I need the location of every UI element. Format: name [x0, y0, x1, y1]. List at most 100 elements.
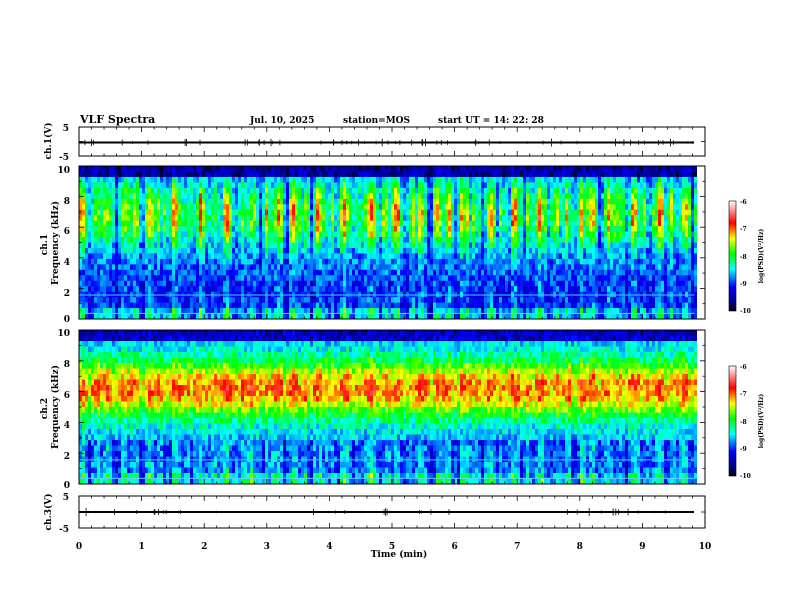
ch1-spectrogram-cell	[196, 313, 199, 320]
ch1-spectrogram-cell	[151, 187, 154, 194]
ch1-spectrogram-cell	[439, 297, 442, 303]
ch1-spectrogram-cell	[565, 275, 568, 282]
ch1-spectrogram-cell	[352, 264, 355, 271]
ch1-spectrogram-cell	[283, 269, 286, 276]
ch1-spectrogram-cell	[469, 231, 472, 238]
ch1-spectrogram-cell	[595, 187, 598, 194]
ch1-spectrogram-cell	[358, 231, 361, 238]
ch1-spectrogram-cell	[379, 226, 382, 232]
ch1-spectrogram-cell	[196, 253, 199, 260]
ch1-spectrogram-cell	[535, 193, 538, 200]
ch1-spectrogram-cell	[409, 269, 412, 276]
ch1-spectrogram-cell	[541, 215, 544, 221]
ch1-spectrogram-cell	[148, 220, 151, 227]
ch1-spectrogram-cell	[391, 198, 394, 205]
ch1-spectrogram-cell	[217, 209, 220, 216]
ch1-spectrogram-cell	[325, 171, 328, 178]
ch1-spectrogram-cell	[382, 313, 385, 320]
ch1-spectrogram-cell	[532, 275, 535, 282]
ch1-spectrogram-cell	[544, 171, 547, 178]
ch1-spectrogram-cell	[478, 280, 481, 287]
ch1-spectrogram-cell	[88, 269, 91, 276]
ch1-spectrogram-cell	[262, 166, 265, 172]
ch1-spectrogram-cell	[232, 171, 235, 178]
ch1-spectrogram-cell	[388, 171, 391, 178]
ch1-spectrogram-cell	[481, 253, 484, 260]
ch1-spectrogram-cell	[361, 231, 364, 238]
ch1-spectrogram-cell	[124, 171, 127, 178]
ch1-spectrogram-cell	[247, 187, 250, 194]
ch1-spectrogram-cell	[409, 302, 412, 309]
ch1-spectrogram-cell	[280, 253, 283, 260]
ch1-spectrogram-cell	[280, 269, 283, 276]
ch1-spectrogram-cell	[466, 187, 469, 194]
ch1-spectrogram-cell	[298, 253, 301, 260]
ch1-spectrogram-cell	[97, 297, 100, 303]
ch1-spectrogram-cell	[373, 275, 376, 282]
ch1-spectrogram-cell	[169, 176, 172, 183]
ch1-spectrogram-cell	[175, 226, 178, 232]
ch1-spectrogram-cell	[184, 237, 187, 243]
ch1-spectrogram-cell	[556, 166, 559, 172]
ch1-spectrogram-cell	[247, 209, 250, 216]
ch1-spectrogram-cell	[241, 258, 244, 265]
ch1-spectrogram-cell	[115, 176, 118, 183]
ch1-spectrogram-cell	[586, 226, 589, 232]
ch1-spectrogram-cell	[604, 220, 607, 227]
ch1-spectrogram-cell	[373, 220, 376, 227]
ch1-spectrogram-cell	[166, 286, 169, 292]
ch1-spectrogram-cell	[469, 215, 472, 221]
ch1-spectrogram-cell	[229, 198, 232, 205]
ch1-spectrogram-cell	[367, 247, 370, 254]
ch1-spectrogram-cell	[490, 286, 493, 292]
ch1-spectrogram-cell	[334, 193, 337, 200]
ch1-spectrogram-cell	[541, 242, 544, 249]
ch1-spectrogram-cell	[268, 313, 271, 320]
ch1-spectrogram-cell	[283, 187, 286, 194]
ch1-spectrogram-cell	[340, 264, 343, 271]
ch1-spectrogram-cell	[382, 237, 385, 243]
ch1-spectrogram-cell	[301, 226, 304, 232]
ch1-spectrogram-cell	[343, 308, 346, 314]
ch1-spectrogram-cell	[523, 308, 526, 314]
ch1-spectrogram-cell	[298, 280, 301, 287]
ch1-spectrogram-cell	[244, 198, 247, 205]
ch1-spectrogram-cell	[454, 297, 457, 303]
ch1-spectrogram-cell	[118, 231, 121, 238]
ch1-spectrogram-cell	[79, 247, 82, 254]
ch1-spectrogram-cell	[562, 198, 565, 205]
ch1-spectrogram-cell	[103, 258, 106, 265]
ch1-spectrogram-cell	[211, 275, 214, 282]
ch1-spectrogram-cell	[565, 269, 568, 276]
ch1-spectrogram-cell	[118, 264, 121, 271]
ch1-spectrogram-cell	[526, 176, 529, 183]
ch1-spectrogram-cell	[232, 204, 235, 211]
ch1-spectrogram-cell	[559, 204, 562, 211]
ch1-spectrogram-cell	[397, 220, 400, 227]
ch1-spectrogram-cell	[322, 286, 325, 292]
ch1-spectrogram-cell	[502, 226, 505, 232]
ch1-spectrogram-cell	[232, 193, 235, 200]
ch1-spectrogram-cell	[544, 275, 547, 282]
ch1-spectrogram-cell	[406, 226, 409, 232]
ch1-spectrogram-cell	[247, 231, 250, 238]
ch1-spectrogram-cell	[349, 182, 352, 189]
ch1-spectrogram-cell	[499, 269, 502, 276]
ch1-spectrogram-cell	[121, 220, 124, 227]
ch1-spectrogram-cell	[460, 220, 463, 227]
ch1-spectrogram-cell	[199, 182, 202, 189]
ch1-spectrogram-cell	[493, 231, 496, 238]
ch1-spectrogram-cell	[298, 302, 301, 309]
ch1-spectrogram-cell	[124, 166, 127, 172]
ch1-spectrogram-cell	[457, 187, 460, 194]
ch1-spectrogram-cell	[154, 253, 157, 260]
ch1-spectrogram-cell	[139, 247, 142, 254]
ch1-spectrogram-cell	[130, 313, 133, 320]
ch1-spectrogram-cell	[508, 269, 511, 276]
ch1-spectrogram-cell	[94, 204, 97, 211]
ch1-spectrogram-cell	[505, 198, 508, 205]
ch1-spectrogram-cell	[208, 182, 211, 189]
ch1-spectrogram-cell	[238, 264, 241, 271]
ch1-spectrogram-cell	[424, 193, 427, 200]
ch1-spectrogram-cell	[433, 253, 436, 260]
